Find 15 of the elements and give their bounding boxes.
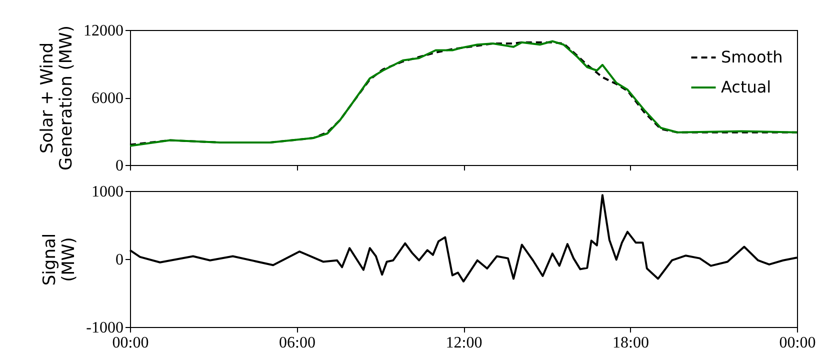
y-tick-label: 0 (116, 252, 124, 268)
y-tick-label: 12000 (84, 22, 124, 40)
y-tick-label: 0 (116, 158, 124, 174)
y-tick-label: 1000 (92, 184, 124, 200)
y-tick-label: 6000 (92, 90, 124, 107)
y-axis-title: Signal (MW) (40, 233, 80, 286)
x-tick-label: 12:00 (446, 334, 482, 352)
x-tick-label: 00:00 (779, 334, 816, 352)
legend-label: Smooth (721, 48, 783, 66)
y-axis-title: Solar + Wind Generation (MW) (38, 26, 76, 170)
legend-label: Actual (721, 78, 772, 96)
x-tick-label: 18:00 (612, 334, 649, 352)
y-tick-label: -1000 (86, 320, 124, 336)
x-tick-label: 00:00 (112, 334, 149, 352)
x-tick-label: 06:00 (279, 334, 316, 352)
